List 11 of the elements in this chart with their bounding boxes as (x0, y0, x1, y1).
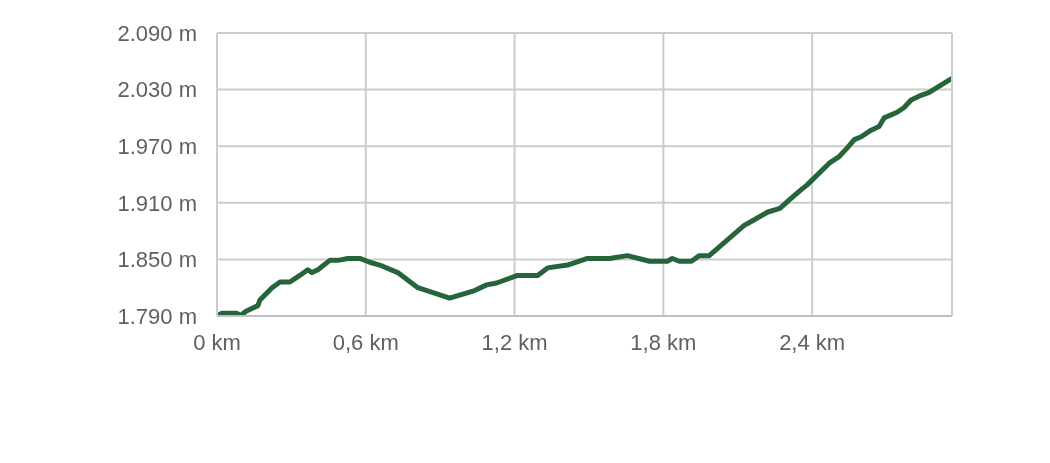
y-tick-label: 1.970 m (117, 134, 197, 160)
y-tick-label: 1.850 m (117, 247, 197, 273)
y-tick-label: 2.030 m (117, 77, 197, 103)
y-tick-label: 1.910 m (117, 190, 197, 216)
x-tick-label: 1,2 km (481, 329, 548, 355)
x-tick-label: 1,8 km (630, 329, 697, 355)
x-tick-label: 0,6 km (332, 329, 399, 355)
x-tick-label: 0 km (193, 329, 241, 355)
x-tick-label: 2,4 km (779, 329, 846, 355)
y-tick-label: 1.790 m (117, 303, 197, 329)
y-tick-label: 2.090 m (117, 20, 197, 46)
